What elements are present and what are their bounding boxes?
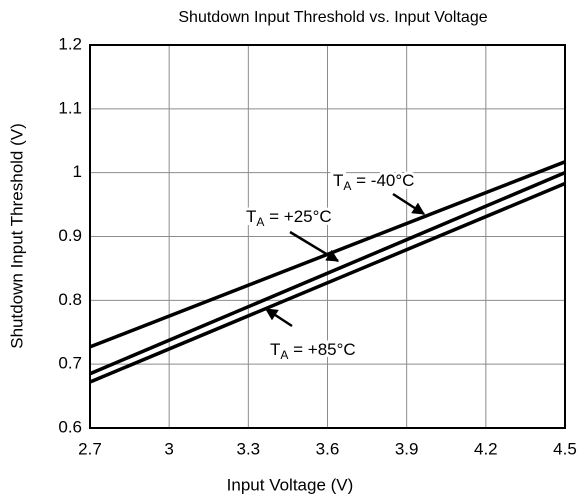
series-label: TA = +85°C xyxy=(270,340,356,362)
x-tick-label: 4.2 xyxy=(474,439,498,458)
y-tick-label: 0.7 xyxy=(58,354,82,373)
x-tick-label: 3.9 xyxy=(395,439,419,458)
series-label: TA = -40°C xyxy=(333,171,414,193)
arrow xyxy=(264,307,293,328)
y-axis-label: Shutdown Input Threshold (V) xyxy=(7,123,26,349)
y-tick-label: 0.8 xyxy=(58,290,82,309)
x-tick-label: 3.6 xyxy=(316,439,340,458)
y-tick-label: 0.6 xyxy=(58,417,82,436)
annotations: TA = -40°CTA = +25°C TA = +85°C xyxy=(243,168,417,365)
x-tick-label: 3.3 xyxy=(237,439,261,458)
grid xyxy=(89,44,566,429)
y-tick-label: 1.2 xyxy=(58,34,82,53)
series-line xyxy=(89,171,566,376)
plot-border xyxy=(89,44,566,429)
x-tick-label: 4.5 xyxy=(553,439,577,458)
x-axis-label: Input Voltage (V) xyxy=(227,475,354,494)
y-tick-label: 1.1 xyxy=(58,98,82,117)
series-line xyxy=(89,181,566,384)
x-tick-label: 3 xyxy=(164,439,173,458)
chart-title: Shutdown Input Threshold vs. Input Volta… xyxy=(178,9,487,26)
arrow xyxy=(392,192,426,216)
arrow xyxy=(289,230,340,263)
y-tick-label: 0.9 xyxy=(58,226,82,245)
x-tick-label: 2.7 xyxy=(78,439,102,458)
series-label: TA = +25°C xyxy=(246,207,332,229)
y-tick-label: 1 xyxy=(73,162,82,181)
